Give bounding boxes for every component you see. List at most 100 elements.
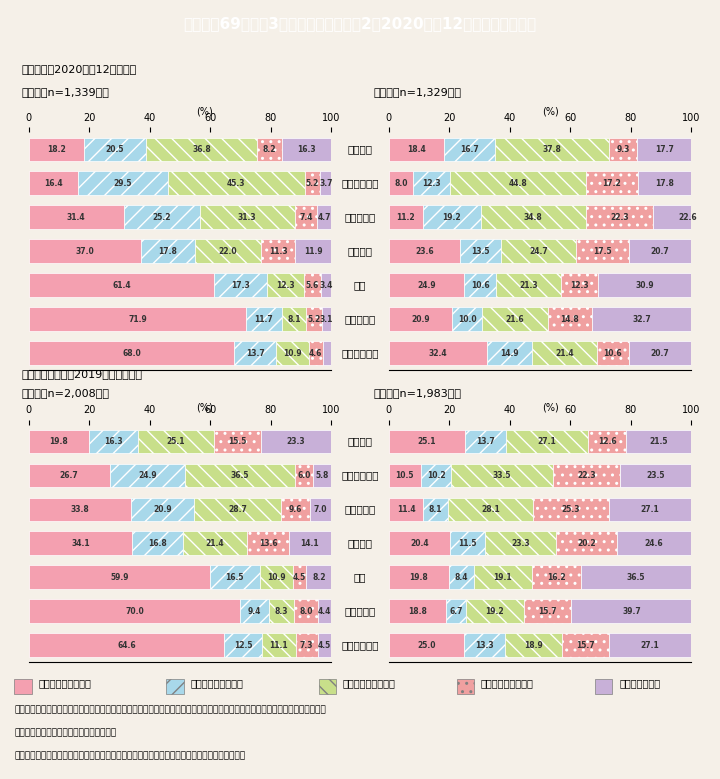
Bar bbox=[124, 206, 200, 229]
Text: 8.2: 8.2 bbox=[263, 145, 276, 154]
Bar bbox=[593, 307, 691, 331]
FancyBboxPatch shape bbox=[166, 679, 184, 694]
Bar bbox=[389, 341, 487, 365]
Bar bbox=[481, 206, 586, 229]
Text: 風呂洗い: 風呂洗い bbox=[348, 538, 372, 548]
Text: 39.7: 39.7 bbox=[622, 607, 641, 615]
Text: 64.6: 64.6 bbox=[117, 640, 136, 650]
Text: 14.9: 14.9 bbox=[500, 348, 518, 358]
Bar bbox=[420, 464, 451, 488]
Text: 10.6: 10.6 bbox=[471, 280, 490, 290]
Text: 10.5: 10.5 bbox=[395, 471, 414, 480]
FancyBboxPatch shape bbox=[595, 679, 612, 694]
Bar bbox=[586, 206, 654, 229]
Bar bbox=[305, 171, 320, 196]
Bar bbox=[261, 430, 331, 453]
Text: ＜令和２（2020）年12月時点＞: ＜令和２（2020）年12月時点＞ bbox=[22, 64, 137, 74]
Text: 8.0: 8.0 bbox=[300, 607, 313, 615]
Bar bbox=[29, 531, 132, 555]
Bar bbox=[146, 138, 257, 161]
Text: 12.3: 12.3 bbox=[422, 179, 441, 188]
Bar bbox=[210, 566, 260, 589]
Text: 16.7: 16.7 bbox=[460, 145, 479, 154]
Text: 37.8: 37.8 bbox=[543, 145, 562, 154]
Text: 10.9: 10.9 bbox=[267, 573, 286, 582]
Bar bbox=[267, 273, 304, 297]
Bar bbox=[200, 206, 294, 229]
Bar bbox=[29, 498, 131, 521]
Text: 34.8: 34.8 bbox=[524, 213, 543, 222]
Text: ゴミ出し: ゴミ出し bbox=[348, 144, 372, 154]
Text: 18.8: 18.8 bbox=[408, 607, 427, 615]
Text: 10.0: 10.0 bbox=[458, 315, 477, 323]
Bar bbox=[246, 307, 282, 331]
Text: (%): (%) bbox=[541, 106, 559, 116]
Text: 洗濯: 洗濯 bbox=[354, 280, 366, 290]
Text: 風呂洗い: 風呂洗い bbox=[348, 246, 372, 256]
Text: 31.3: 31.3 bbox=[238, 213, 256, 222]
Text: 7.3: 7.3 bbox=[300, 640, 313, 650]
Text: 10.6: 10.6 bbox=[603, 348, 622, 358]
Bar bbox=[474, 566, 532, 589]
Bar bbox=[389, 430, 464, 453]
Bar bbox=[29, 239, 140, 263]
Bar bbox=[524, 599, 572, 623]
Text: 25.0: 25.0 bbox=[418, 640, 436, 650]
Bar bbox=[323, 341, 331, 365]
Text: 37.0: 37.0 bbox=[76, 247, 94, 256]
Text: 28.7: 28.7 bbox=[228, 505, 247, 514]
Bar bbox=[585, 171, 638, 196]
Text: 19.8: 19.8 bbox=[410, 573, 428, 582]
Text: 9.3: 9.3 bbox=[616, 145, 630, 154]
Text: 6.0: 6.0 bbox=[297, 471, 311, 480]
Bar bbox=[572, 599, 691, 623]
Text: 20.9: 20.9 bbox=[411, 315, 430, 323]
Bar bbox=[313, 464, 331, 488]
Bar bbox=[638, 171, 691, 196]
Text: 4.7: 4.7 bbox=[318, 213, 331, 222]
Bar bbox=[215, 273, 267, 297]
Bar bbox=[310, 498, 331, 521]
Text: まったくしない: まったくしない bbox=[619, 679, 660, 688]
Bar bbox=[29, 341, 235, 365]
Text: 日常の買い物: 日常の買い物 bbox=[341, 178, 379, 189]
Bar bbox=[295, 464, 313, 488]
Text: 5.2: 5.2 bbox=[307, 315, 320, 323]
Bar bbox=[598, 273, 691, 297]
Text: 36.5: 36.5 bbox=[627, 573, 645, 582]
Text: 22.3: 22.3 bbox=[577, 471, 595, 480]
Bar bbox=[29, 633, 224, 657]
Bar bbox=[482, 307, 547, 331]
Bar bbox=[553, 464, 620, 488]
Bar bbox=[389, 464, 420, 488]
Text: 21.6: 21.6 bbox=[505, 315, 524, 323]
Text: 21.5: 21.5 bbox=[649, 437, 668, 446]
Text: 31.4: 31.4 bbox=[67, 213, 86, 222]
Bar bbox=[282, 138, 331, 161]
Text: Ｉ－特－69図　小3以下の子供有　令和2（2020）年12月時点の家事頻度: Ｉ－特－69図 小3以下の子供有 令和2（2020）年12月時点の家事頻度 bbox=[184, 16, 536, 31]
Text: (%): (%) bbox=[196, 106, 213, 116]
Text: 食事の片づけ: 食事の片づけ bbox=[341, 348, 379, 358]
Bar bbox=[261, 239, 295, 263]
Bar bbox=[294, 206, 317, 229]
Bar bbox=[597, 341, 629, 365]
Bar bbox=[389, 206, 423, 229]
Bar bbox=[304, 273, 321, 297]
Bar bbox=[609, 138, 637, 161]
Text: 16.5: 16.5 bbox=[225, 573, 244, 582]
Bar bbox=[448, 498, 533, 521]
Text: 5.8: 5.8 bbox=[315, 471, 329, 480]
Text: 15.7: 15.7 bbox=[576, 640, 595, 650]
Text: 13.7: 13.7 bbox=[246, 348, 264, 358]
Text: 部屋の掃除: 部屋の掃除 bbox=[344, 213, 376, 222]
Text: 5.6: 5.6 bbox=[306, 280, 319, 290]
Text: 洗濯: 洗濯 bbox=[354, 573, 366, 582]
FancyBboxPatch shape bbox=[14, 679, 32, 694]
Text: 8.1: 8.1 bbox=[429, 505, 442, 514]
Bar bbox=[464, 430, 506, 453]
Text: 24.9: 24.9 bbox=[417, 280, 436, 290]
Text: 12.3: 12.3 bbox=[276, 280, 294, 290]
Text: 27.1: 27.1 bbox=[641, 640, 660, 650]
Bar bbox=[257, 138, 282, 161]
Bar bbox=[29, 273, 215, 297]
